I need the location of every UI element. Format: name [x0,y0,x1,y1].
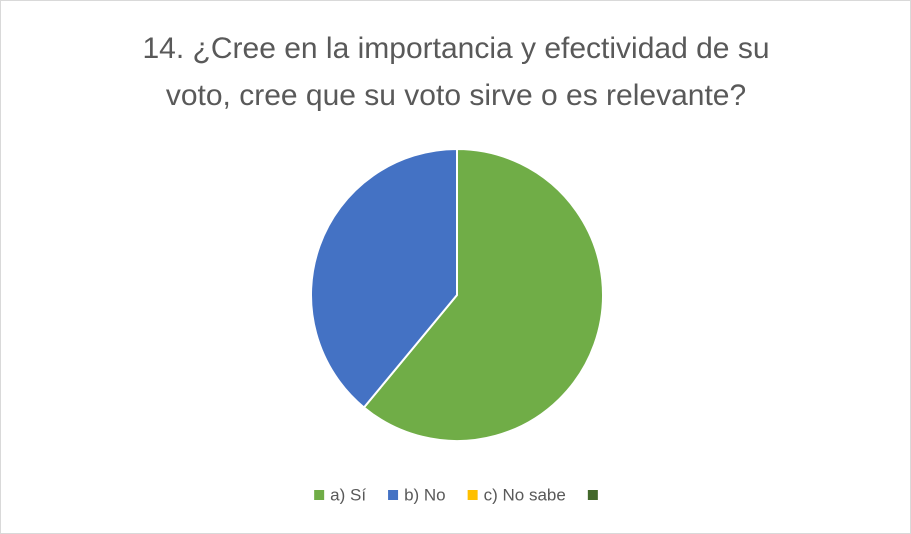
legend-marker [467,490,478,500]
chart-title-line: 14. ¿Cree en la importancia y efectivida… [143,32,770,65]
legend-label: a) Sí [330,485,366,504]
legend-label: c) No sabe [484,485,566,504]
pie-slice [310,147,458,409]
legend-label: b) No [404,485,446,504]
legend-marker [587,490,598,500]
chart-title-line: voto, cree que su voto sirve o es releva… [166,79,746,112]
pie-slice [362,147,604,442]
legend-marker [388,490,399,500]
legend-marker [314,490,325,500]
